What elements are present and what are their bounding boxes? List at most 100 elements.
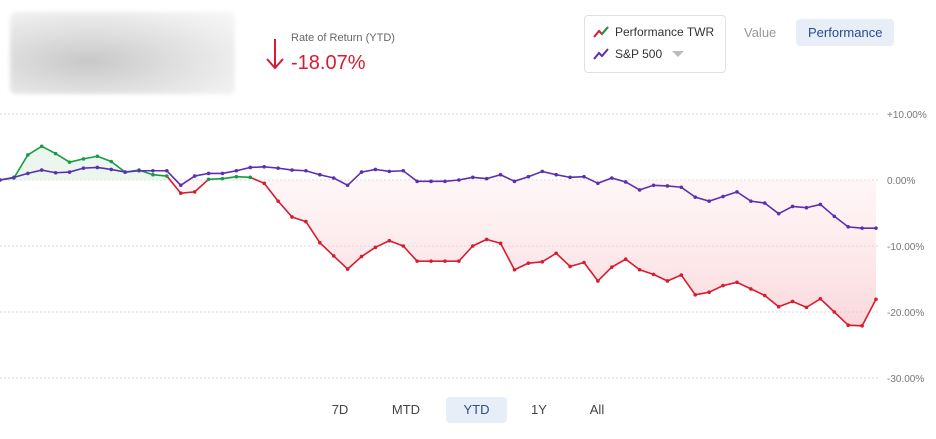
twr-line-segment [458, 245, 474, 262]
twr-line-segment [806, 298, 821, 309]
twr-line-segment [680, 274, 696, 296]
twr-point [637, 267, 642, 272]
twr-line-segment [486, 238, 501, 245]
twr-point [359, 254, 364, 259]
y-tick-label: +10.00% [887, 110, 927, 121]
twr-point [832, 310, 837, 314]
twr-line-segment [166, 175, 182, 194]
legend-item-sp500[interactable]: S&P 500 [593, 47, 685, 61]
trend-up-purple-icon [593, 48, 609, 60]
twr-point [457, 259, 461, 263]
sp500-point [39, 168, 44, 172]
twr-line-segment [625, 258, 641, 271]
sp500-point [651, 183, 656, 188]
performance-toggle-button[interactable]: Performance [796, 19, 895, 46]
twr-line-segment [69, 158, 84, 163]
twr-point [429, 259, 433, 263]
sp500-point [345, 183, 350, 188]
sp500-point [331, 176, 336, 180]
twr-line-segment [305, 221, 321, 244]
twr-line-segment [236, 175, 251, 179]
range-mtd-button[interactable]: MTD [391, 402, 421, 417]
sp500-point [67, 170, 72, 174]
twr-point [470, 244, 475, 248]
sp500-point [206, 171, 211, 176]
sp500-point [596, 181, 600, 186]
sp500-point [735, 190, 739, 194]
sp500-point [12, 175, 16, 180]
sp500-point [707, 199, 711, 203]
twr-line-segment [208, 177, 223, 181]
twr-line-segment [152, 173, 167, 177]
sp500-point [874, 226, 878, 230]
sp500-point [0, 178, 2, 182]
sp500-point [804, 205, 809, 210]
twr-point [679, 273, 684, 277]
twr-line-segment [555, 252, 571, 268]
value-toggle-button[interactable]: Value [744, 25, 777, 40]
sp500-point [262, 165, 266, 169]
sp500-point [790, 204, 795, 209]
twr-line-segment [583, 262, 599, 282]
sp500-point [220, 171, 225, 176]
twr-point [318, 240, 322, 245]
twr-point [39, 144, 44, 149]
sp500-point [498, 172, 503, 177]
twr-line-segment [653, 273, 668, 282]
trend-up-red-green-icon [593, 26, 609, 38]
sp500-point [749, 199, 753, 203]
twr-point [707, 290, 711, 294]
sp500-point [373, 167, 378, 172]
twr-point [192, 190, 197, 194]
sp500-point [554, 172, 558, 177]
twr-point [790, 299, 795, 304]
twr-line-segment [472, 238, 488, 247]
twr-point [749, 287, 753, 291]
sp500-point [679, 185, 684, 190]
twr-line-segment [861, 298, 877, 327]
sp500-point [387, 169, 392, 174]
twr-point [304, 219, 308, 224]
rate-of-return-value: -18.07% [291, 52, 366, 74]
twr-line-segment [819, 298, 835, 313]
twr-line-segment [83, 155, 98, 160]
twr-line-segment [375, 239, 390, 249]
twr-point [95, 154, 100, 159]
twr-point [651, 272, 656, 277]
sp500-point [401, 168, 406, 173]
range-ytd-button[interactable]: YTD [446, 397, 507, 423]
twr-line-segment [778, 300, 793, 308]
twr-line-segment [597, 266, 613, 282]
sp500-point [860, 226, 864, 230]
twr-line-segment [361, 246, 376, 258]
legend-item-twr[interactable]: Performance TWR [593, 25, 714, 39]
twr-point [178, 191, 183, 195]
sp500-point [470, 175, 475, 180]
sp500-point [415, 179, 419, 184]
twr-line-segment [291, 216, 307, 223]
y-tick-label: -30.00% [887, 374, 924, 385]
time-range-selector: 7D MTD YTD 1Y All [0, 397, 936, 423]
y-tick-label: -10.00% [887, 242, 924, 253]
sp500-point [693, 195, 698, 199]
twr-line-segment [319, 242, 335, 257]
twr-line-segment [750, 288, 766, 297]
chevron-down-icon[interactable] [672, 51, 685, 57]
twr-line-segment [249, 176, 265, 185]
range-7d-button[interactable]: 7D [331, 402, 349, 417]
twr-line-segment [528, 261, 543, 264]
legend-label-twr: Performance TWR [615, 25, 715, 39]
twr-point [373, 245, 378, 250]
sp500-point [81, 166, 86, 170]
sp500-point [53, 170, 58, 175]
legend-label-sp500: S&P 500 [615, 47, 663, 61]
range-1y-button[interactable]: 1Y [531, 402, 547, 417]
twr-point [415, 259, 419, 263]
twr-line-segment [263, 182, 279, 202]
sp500-point [234, 168, 239, 173]
range-all-button[interactable]: All [589, 402, 605, 417]
twr-point [248, 175, 253, 180]
sp500-point [540, 169, 545, 174]
twr-point [276, 199, 280, 203]
twr-line-segment [110, 160, 126, 173]
